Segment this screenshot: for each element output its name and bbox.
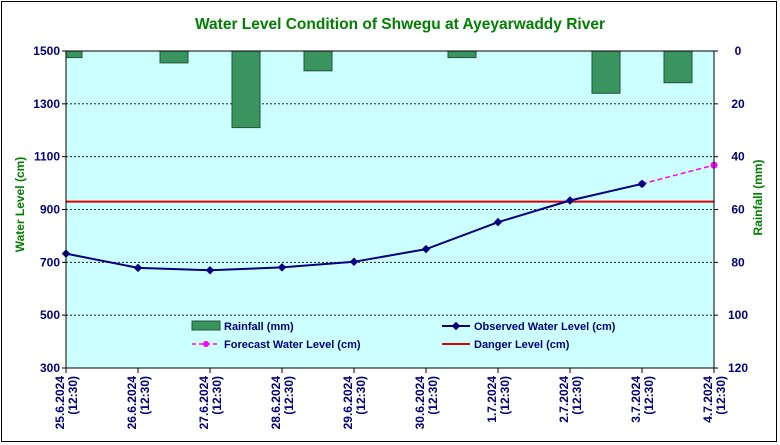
rainfall-bar [303,50,333,72]
y-tick-label: 500 [40,308,60,322]
x-tick-label: 30.6.2024(12:30) [413,376,440,430]
x-tick-label: 29.6.2024(12:30) [341,376,368,430]
chart-title: Water Level Condition of Shwegu at Ayeya… [195,16,605,33]
observed-point [205,266,215,275]
y-tick-label: 700 [40,255,60,269]
x-tick-label: 4.7.2024(12:30) [701,376,728,423]
x-tick-label: 1.7.2024(12:30) [485,376,512,423]
y2-tick-label: 120 [728,361,748,375]
y2-tick-label: 80 [731,255,745,269]
x-tick-label: 28.6.2024(12:30) [269,376,296,430]
y-tick-label: 1500 [33,44,60,58]
rainfall-bar [231,50,261,129]
rainfall-bar [591,50,621,94]
legend-label: Danger Level (cm) [474,339,570,351]
rainfall-bar [447,50,477,59]
legend-observed-marker [451,321,461,331]
y-tick-label: 1100 [34,150,60,164]
y-tick-label: 1300 [33,97,60,111]
rainfall-bar [65,50,83,59]
x-tick-label: 26.6.2024(12:30) [125,376,152,430]
y2-tick-label: 20 [731,97,745,111]
legend-label: Rainfall (mm) [224,321,294,333]
y2-tick-label: 0 [735,44,742,58]
forecast-line [641,164,715,185]
observed-point [133,263,143,273]
y-tick-label: 300 [40,361,60,375]
rainfall-bar [663,50,693,84]
observed-point [421,244,431,254]
x-tick-label: 2.7.2024(12:30) [557,376,584,423]
rainfall-bar [159,50,189,64]
legend-label: Observed Water Level (cm) [474,321,616,333]
x-tick-label: 27.6.2024(12:30) [197,376,224,430]
legend: Rainfall (mm) Observed Water Level (cm) Fo… [191,320,616,351]
legend-forecast-marker [203,341,209,347]
y-tick-label: 900 [40,203,60,217]
y2-tick-label: 100 [728,308,748,322]
y2-tick-label: 60 [731,203,745,217]
observed-point [493,217,503,227]
observed-point [277,263,287,272]
legend-label: Forecast Water Level (cm) [224,339,361,351]
legend-rainfall-swatch [191,320,221,331]
y2-tick-label: 40 [731,150,745,164]
x-tick-label: 25.6.2024(12:30) [53,376,80,430]
y-axis-title: Water Level (cm) [13,157,27,253]
x-tick-label: 3.7.2024(12:30) [629,376,656,423]
observed-point [349,257,359,267]
y2-axis-title: Rainfall (mm) [751,159,765,235]
